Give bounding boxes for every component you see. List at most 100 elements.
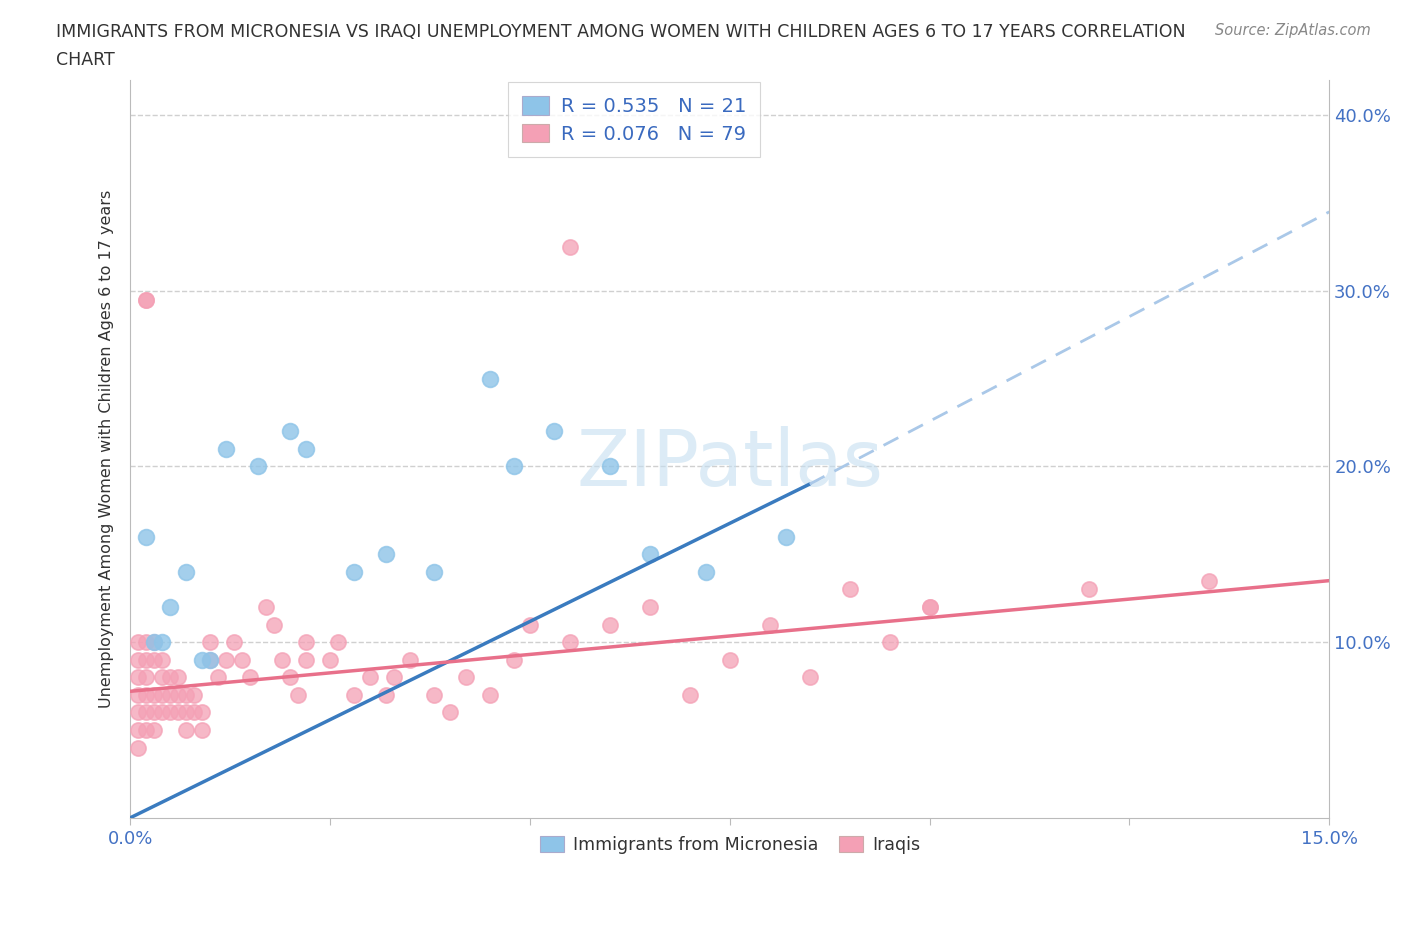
Point [135,634,157,649]
Text: IMMIGRANTS FROM MICRONESIA VS IRAQI UNEMPLOYMENT AMONG WOMEN WITH CHILDREN AGES : IMMIGRANTS FROM MICRONESIA VS IRAQI UNEM… [56,23,1185,41]
Point [278,670,301,684]
Point [127,723,149,737]
Point [638,600,661,615]
Point [135,292,157,307]
Point [127,687,149,702]
Point [454,670,477,684]
Point [295,442,318,457]
Point [718,652,741,667]
Point [758,618,780,632]
Point [150,687,173,702]
Point [263,618,285,632]
Point [543,424,565,439]
Point [135,292,157,307]
Point [191,652,214,667]
Point [159,687,181,702]
Point [159,705,181,720]
Point [423,565,446,579]
Point [382,670,405,684]
Legend: Immigrants from Micronesia, Iraqis: Immigrants from Micronesia, Iraqis [533,829,927,860]
Point [200,634,222,649]
Point [479,371,502,386]
Point [150,670,173,684]
Point [1078,582,1101,597]
Point [599,459,621,474]
Point [638,547,661,562]
Y-axis label: Unemployment Among Women with Children Ages 6 to 17 years: Unemployment Among Women with Children A… [100,190,114,708]
Point [247,459,270,474]
Point [150,634,173,649]
Point [167,687,190,702]
Text: ZIPatlas: ZIPatlas [576,426,883,501]
Point [143,723,166,737]
Point [423,687,446,702]
Point [174,687,197,702]
Point [359,670,381,684]
Point [200,652,222,667]
Point [558,240,581,255]
Point [174,705,197,720]
Point [183,705,205,720]
Point [183,687,205,702]
Point [127,652,149,667]
Point [439,705,461,720]
Point [150,652,173,667]
Text: CHART: CHART [56,51,115,69]
Point [679,687,702,702]
Point [135,705,157,720]
Point [159,600,181,615]
Point [127,670,149,684]
Point [519,618,541,632]
Point [503,459,526,474]
Point [167,705,190,720]
Point [215,652,238,667]
Point [143,652,166,667]
Point [295,634,318,649]
Point [775,529,797,544]
Point [200,652,222,667]
Point [278,424,301,439]
Point [224,634,246,649]
Point [127,705,149,720]
Point [838,582,860,597]
Point [254,600,277,615]
Point [135,652,157,667]
Text: Source: ZipAtlas.com: Source: ZipAtlas.com [1215,23,1371,38]
Point [695,565,717,579]
Point [558,634,581,649]
Point [918,600,941,615]
Point [799,670,821,684]
Point [479,687,502,702]
Point [215,442,238,457]
Point [135,687,157,702]
Point [135,723,157,737]
Point [599,618,621,632]
Point [143,634,166,649]
Point [159,670,181,684]
Point [503,652,526,667]
Point [879,634,901,649]
Point [319,652,342,667]
Point [918,600,941,615]
Point [287,687,309,702]
Point [143,705,166,720]
Point [167,670,190,684]
Point [231,652,253,667]
Point [295,652,318,667]
Point [1198,573,1220,588]
Point [399,652,422,667]
Point [174,565,197,579]
Point [127,634,149,649]
Point [150,705,173,720]
Point [127,740,149,755]
Point [375,547,398,562]
Point [135,529,157,544]
Point [343,687,366,702]
Point [239,670,262,684]
Point [135,670,157,684]
Point [207,670,229,684]
Point [271,652,294,667]
Point [343,565,366,579]
Point [143,634,166,649]
Point [143,687,166,702]
